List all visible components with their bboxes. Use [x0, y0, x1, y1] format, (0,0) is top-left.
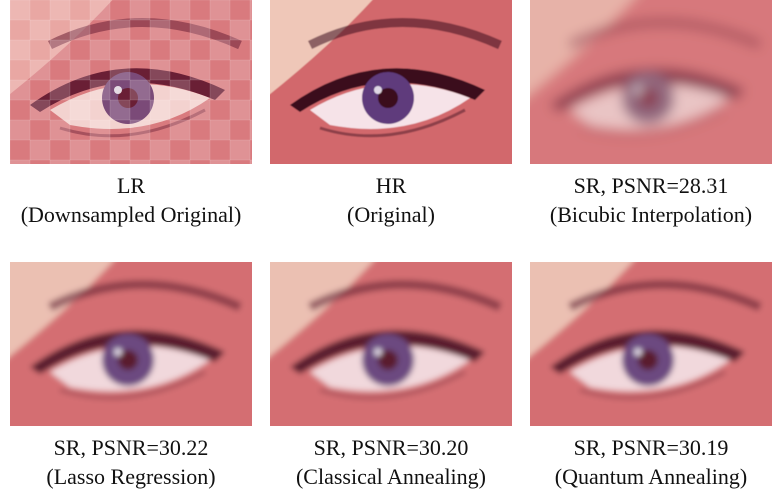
- eye-picture: [530, 262, 772, 426]
- panel-hr: HR (Original): [270, 0, 512, 229]
- panel-quantum: SR, PSNR=30.19 (Quantum Annealing): [530, 262, 772, 491]
- eye-picture: [530, 0, 772, 164]
- eye-picture: [270, 262, 512, 426]
- caption-classical: SR, PSNR=30.20 (Classical Annealing): [270, 433, 512, 491]
- eye-image-classical: [270, 262, 512, 426]
- caption-lr: LR (Downsampled Original): [10, 171, 252, 229]
- eye-image-bicubic: [530, 0, 772, 164]
- eye-image-hr: [270, 0, 512, 164]
- caption-line1: SR, PSNR=28.31: [530, 171, 772, 200]
- eye-picture: [270, 0, 512, 164]
- panel-bicubic: SR, PSNR=28.31 (Bicubic Interpolation): [530, 0, 772, 229]
- caption-line1: HR: [270, 171, 512, 200]
- caption-line1: LR: [10, 171, 252, 200]
- caption-line2: (Downsampled Original): [10, 200, 252, 229]
- caption-lasso: SR, PSNR=30.22 (Lasso Regression): [10, 433, 252, 491]
- caption-bicubic: SR, PSNR=28.31 (Bicubic Interpolation): [530, 171, 772, 229]
- caption-line2: (Quantum Annealing): [530, 462, 772, 491]
- panel-classical: SR, PSNR=30.20 (Classical Annealing): [270, 262, 512, 491]
- caption-line2: (Original): [270, 200, 512, 229]
- panel-lr: LR (Downsampled Original): [10, 0, 252, 229]
- eye-image-lasso: [10, 262, 252, 426]
- caption-quantum: SR, PSNR=30.19 (Quantum Annealing): [530, 433, 772, 491]
- eye-picture: [10, 0, 252, 164]
- caption-line2: (Classical Annealing): [270, 462, 512, 491]
- panel-lasso: SR, PSNR=30.22 (Lasso Regression): [10, 262, 252, 491]
- caption-line2: (Lasso Regression): [10, 462, 252, 491]
- caption-line1: SR, PSNR=30.19: [530, 433, 772, 462]
- caption-line1: SR, PSNR=30.22: [10, 433, 252, 462]
- eye-image-quantum: [530, 262, 772, 426]
- eye-image-lr: [10, 0, 252, 164]
- caption-line2: (Bicubic Interpolation): [530, 200, 772, 229]
- caption-line1: SR, PSNR=30.20: [270, 433, 512, 462]
- caption-hr: HR (Original): [270, 171, 512, 229]
- eye-picture: [10, 262, 252, 426]
